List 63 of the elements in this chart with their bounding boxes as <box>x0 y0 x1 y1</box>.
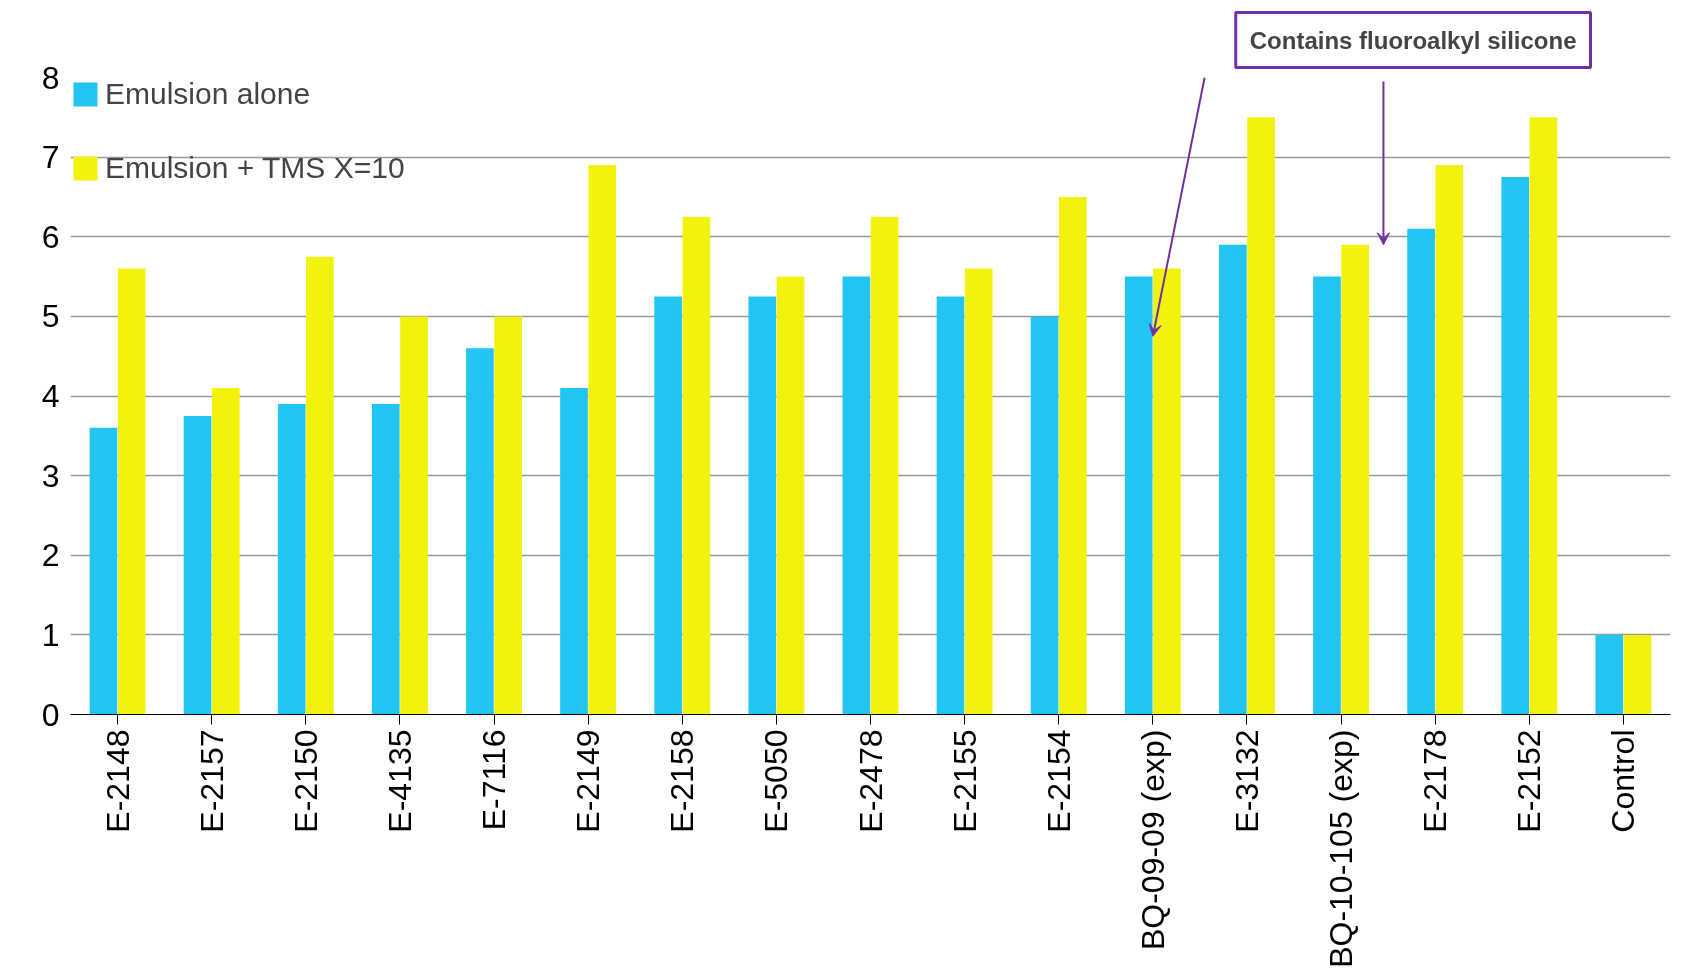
bar <box>870 216 899 715</box>
y-tick-label: 4 <box>41 378 60 414</box>
x-tick-label: E-2158 <box>664 729 701 833</box>
bar <box>306 256 334 715</box>
x-tick-label: BQ-10-105 (exp) <box>1323 729 1360 968</box>
bar <box>466 348 494 715</box>
bar <box>1341 244 1370 715</box>
x-tick-label: E-7116 <box>476 729 513 831</box>
bar <box>1623 634 1652 715</box>
x-tick-label: E-2178 <box>1417 729 1454 833</box>
legend-label: Emulsion + TMS X=10 <box>105 151 405 185</box>
bar <box>1529 117 1558 715</box>
y-tick-label: 5 <box>41 298 60 335</box>
bar <box>654 296 682 715</box>
bar <box>494 316 522 715</box>
x-tick-label: Control <box>1605 729 1642 833</box>
bar <box>1059 196 1087 715</box>
x-tick-label: E-4135 <box>381 729 418 833</box>
bar <box>748 296 777 715</box>
bar <box>1407 228 1435 715</box>
x-tick-label: E-2157 <box>193 729 230 833</box>
bar <box>560 388 588 715</box>
x-tick-label: E-5050 <box>758 729 795 833</box>
bar <box>682 216 711 715</box>
y-tick-label: 3 <box>41 457 60 494</box>
y-tick-label: 1 <box>41 616 60 653</box>
bar <box>1435 165 1464 715</box>
y-tick-label: 8 <box>41 59 60 96</box>
bar <box>1030 316 1059 715</box>
bar <box>371 403 400 715</box>
y-tick-label: 2 <box>41 537 60 574</box>
x-tick-label: BQ-09-09 (exp) <box>1134 729 1171 951</box>
bar <box>1124 276 1153 715</box>
bar <box>588 165 617 715</box>
bar <box>776 276 805 715</box>
bar <box>842 276 871 715</box>
bar <box>1247 117 1275 715</box>
x-tick-label: E-2149 <box>570 729 607 833</box>
text: Contains fluoroalkyl silicone <box>1249 26 1577 54</box>
bar <box>1313 276 1341 715</box>
bar <box>1501 177 1530 715</box>
x-tick-label: E-2152 <box>1511 729 1548 833</box>
x-tick-label: E-2155 <box>946 729 983 833</box>
y-tick-label: 0 <box>41 696 60 733</box>
x-tick-label: E-3132 <box>1228 729 1265 833</box>
x-tick-label: E-2154 <box>1040 729 1077 833</box>
bar <box>183 415 212 715</box>
bar <box>964 268 993 715</box>
bar <box>1595 634 1624 715</box>
x-tick-label: E-2478 <box>852 729 889 833</box>
x-tick-label: E-2148 <box>99 729 136 833</box>
x-tick-label: E-2150 <box>287 729 324 833</box>
bar <box>211 388 240 715</box>
bar <box>277 403 306 715</box>
y-tick-label: 6 <box>41 218 60 255</box>
bar <box>1153 268 1181 715</box>
bar <box>1219 244 1247 715</box>
bar <box>89 427 118 715</box>
bar <box>936 296 965 715</box>
bar <box>117 268 146 715</box>
y-tick-label: 7 <box>41 139 60 176</box>
bar <box>400 316 428 715</box>
legend-label: Emulsion alone <box>105 77 311 111</box>
